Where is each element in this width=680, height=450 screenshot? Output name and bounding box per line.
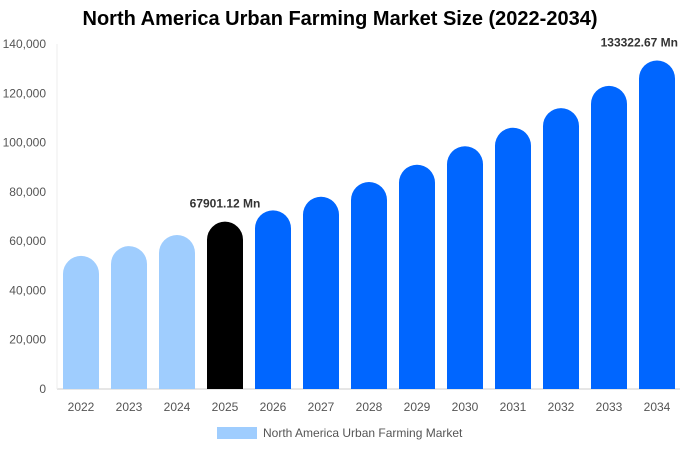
legend-swatch (217, 427, 257, 439)
bar-2023[interactable] (111, 246, 147, 389)
bar-2022[interactable] (63, 255, 99, 389)
x-tick-label: 2024 (164, 400, 191, 414)
y-tick-label: 120,000 (3, 86, 47, 100)
y-tick-label: 0 (39, 382, 46, 396)
bar-2024[interactable] (159, 234, 195, 389)
y-tick-label: 140,000 (3, 37, 47, 51)
x-tick-label: 2025 (212, 400, 239, 414)
x-tick-label: 2029 (404, 400, 431, 414)
y-tick-label: 20,000 (9, 333, 46, 347)
y-tick-label: 40,000 (9, 283, 46, 297)
bar-2027[interactable] (303, 196, 339, 389)
data-label: 133322.67 Mn (601, 35, 678, 49)
y-axis: 0 20,000 40,000 60,000 80,000 100,000 120,000 1… (3, 37, 47, 396)
bar-2026[interactable] (255, 210, 291, 389)
bar-2032[interactable] (543, 108, 579, 390)
x-tick-label: 2030 (452, 400, 479, 414)
bar-2028[interactable] (351, 182, 387, 389)
x-tick-label: 2031 (500, 400, 527, 414)
x-tick-label: 2026 (260, 400, 287, 414)
bar-series (63, 60, 675, 390)
x-tick-label: 2034 (644, 400, 671, 414)
x-tick-label: 2033 (596, 400, 623, 414)
bar-2031[interactable] (495, 127, 531, 390)
legend[interactable]: North America Urban Farming Market (217, 426, 463, 440)
x-axis: 2022 2023 2024 2025 2026 2027 2028 2029 2030 2031… (68, 400, 671, 414)
y-tick-label: 100,000 (3, 136, 47, 150)
bar-2034[interactable] (639, 60, 675, 389)
x-tick-label: 2027 (308, 400, 335, 414)
data-label: 67901.12 Mn (190, 197, 261, 211)
x-tick-label: 2032 (548, 400, 575, 414)
data-labels: 67901.12 Mn 133322.67 Mn (190, 35, 678, 210)
y-tick-label: 80,000 (9, 185, 46, 199)
legend-label: North America Urban Farming Market (263, 426, 463, 440)
bar-2029[interactable] (399, 164, 435, 389)
x-tick-label: 2022 (68, 400, 95, 414)
bar-2033[interactable] (591, 85, 627, 389)
bar-2030[interactable] (447, 146, 483, 389)
x-tick-label: 2028 (356, 400, 383, 414)
chart-title: North America Urban Farming Market Size … (82, 8, 598, 30)
bar-2025[interactable] (207, 221, 243, 389)
y-tick-label: 60,000 (9, 234, 46, 248)
x-tick-label: 2023 (116, 400, 143, 414)
